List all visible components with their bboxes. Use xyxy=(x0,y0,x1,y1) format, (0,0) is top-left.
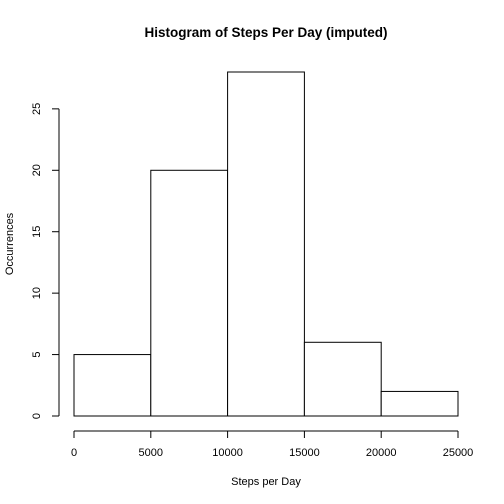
histogram-bar-2 xyxy=(227,71,305,417)
y-axis-label: Occurrences xyxy=(4,212,16,275)
x-tick-label-4: 20000 xyxy=(366,447,397,459)
x-tick-label-3: 15000 xyxy=(289,447,320,459)
y-tick-label-3: 15 xyxy=(31,226,43,238)
histogram-bar-4 xyxy=(380,390,459,417)
y-tick-label-1: 5 xyxy=(31,352,43,358)
x-axis-label: Steps per Day xyxy=(231,476,301,488)
x-tick-label-5: 25000 xyxy=(443,447,474,459)
chart-title: Histogram of Steps Per Day (imputed) xyxy=(144,25,387,40)
bars-group xyxy=(73,71,459,417)
histogram-bar-1 xyxy=(150,169,229,417)
x-tick-label-2: 10000 xyxy=(212,447,243,459)
x-axis: 0 5000 10000 15000 20000 25000 xyxy=(71,430,474,459)
y-axis: 0 5 10 15 20 25 xyxy=(31,103,60,419)
x-tick-label-0: 0 xyxy=(71,447,77,459)
y-tick-label-4: 20 xyxy=(31,164,43,176)
histogram-bar-0 xyxy=(73,354,152,417)
y-tick-label-0: 0 xyxy=(31,413,43,419)
y-tick-label-2: 10 xyxy=(31,287,43,299)
histogram-bar-3 xyxy=(303,341,382,417)
y-tick-label-5: 25 xyxy=(31,103,43,115)
x-tick-label-1: 5000 xyxy=(139,447,163,459)
